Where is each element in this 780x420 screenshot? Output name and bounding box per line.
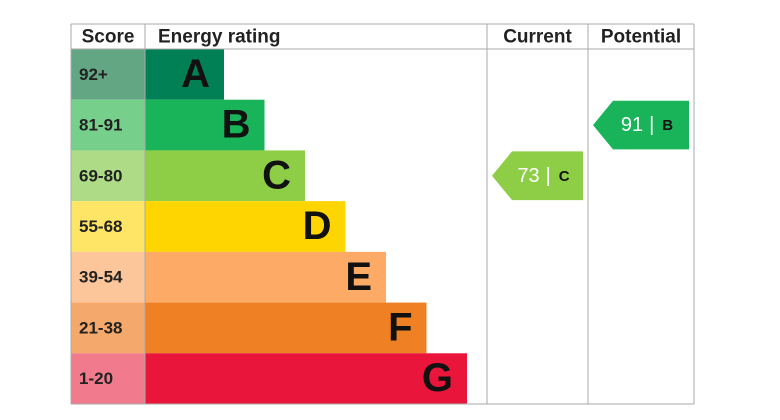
score-cell: [71, 302, 145, 354]
rating-band: B: [662, 117, 673, 134]
score-cell: [71, 150, 145, 202]
rating-band: C: [559, 168, 570, 185]
score-label: 81-91: [79, 116, 122, 135]
rating-bar: [145, 150, 305, 202]
rating-arrow-label: 73 | C: [517, 165, 569, 187]
rating-value: 91: [621, 114, 643, 136]
current-indicator: 73 | C: [492, 151, 583, 201]
rating-letter: G: [422, 356, 453, 400]
rating-bar: [145, 99, 265, 151]
separator: |: [546, 165, 551, 187]
rating-letter: F: [388, 305, 412, 349]
separator: |: [649, 114, 654, 136]
rating-letter: A: [181, 52, 210, 96]
rating-bar: [145, 49, 224, 100]
score-cell: [71, 99, 145, 151]
rating-value: 73: [517, 165, 539, 187]
column-header: Potential: [601, 27, 681, 48]
score-label: 1-20: [79, 369, 113, 388]
score-label: 92+: [79, 65, 108, 84]
rating-letter: C: [262, 153, 291, 197]
score-label: 55-68: [79, 217, 122, 236]
score-label: 69-80: [79, 166, 122, 185]
rating-bar: [145, 201, 346, 252]
rating-bar: [145, 353, 467, 404]
column-header: Score: [82, 27, 135, 48]
score-cell: [71, 201, 145, 252]
rating-arrow: [593, 100, 689, 150]
rating-letter: B: [222, 103, 251, 147]
column-header: Energy rating: [158, 27, 280, 48]
score-label: 39-54: [79, 268, 123, 287]
rating-arrow: [492, 151, 583, 201]
potential-indicator: 91 | B: [593, 100, 689, 150]
rating-bar: [145, 251, 386, 303]
score-cell: [71, 353, 145, 404]
score-label: 21-38: [79, 318, 122, 337]
rating-arrow-label: 91 | B: [621, 114, 673, 136]
score-cell: [71, 49, 145, 100]
rating-letter: E: [345, 255, 372, 299]
rating-letter: D: [303, 204, 332, 248]
rating-bar: [145, 302, 427, 354]
score-cell: [71, 251, 145, 303]
column-header: Current: [503, 27, 572, 48]
